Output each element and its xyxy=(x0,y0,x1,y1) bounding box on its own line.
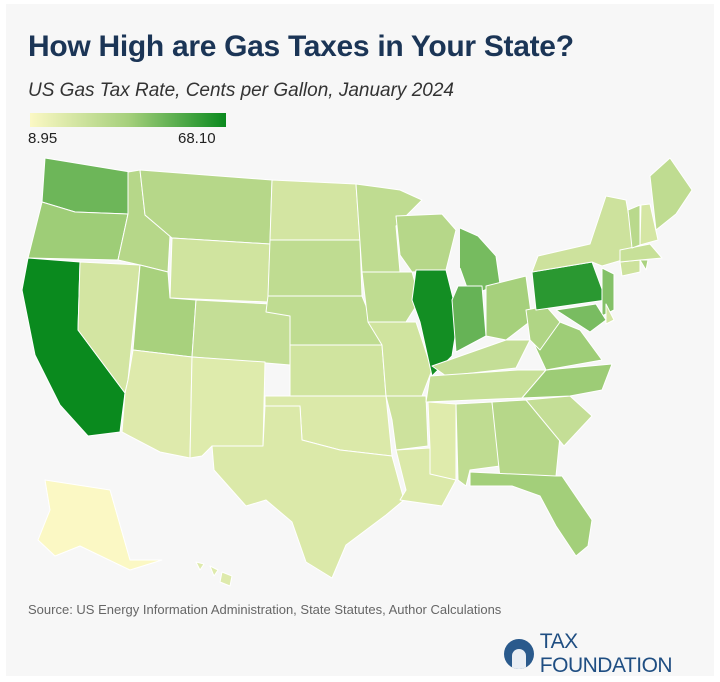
state-nc xyxy=(521,363,613,399)
state-wy xyxy=(169,237,271,303)
state-ct xyxy=(619,259,641,277)
state-sd xyxy=(267,239,363,297)
state-nj xyxy=(601,267,615,317)
state-nd xyxy=(269,179,361,241)
state-ma xyxy=(619,243,663,263)
state-in xyxy=(451,285,487,353)
source-note: Source: US Energy Information Administra… xyxy=(28,602,502,617)
subtitle: US Gas Tax Rate, Cents per Gallon, Janua… xyxy=(28,80,454,101)
legend-color-scale xyxy=(30,113,226,127)
legend-min-label: 8.95 xyxy=(28,130,58,147)
state-nh xyxy=(639,203,659,246)
state-ar xyxy=(385,395,429,451)
state-me xyxy=(649,157,693,231)
state-hi xyxy=(195,561,233,587)
state-de xyxy=(605,303,615,325)
state-nm xyxy=(189,356,266,459)
state-ia xyxy=(361,271,421,323)
capitol-dome-icon xyxy=(504,639,534,669)
state-ms xyxy=(427,401,457,481)
page-title: How High are Gas Taxes in Your State? xyxy=(28,30,574,63)
state-fl xyxy=(469,471,593,557)
state-ak xyxy=(37,479,163,571)
state-wi xyxy=(395,213,457,273)
state-sc xyxy=(525,395,593,447)
state-tx xyxy=(211,405,405,579)
legend-max-label: 68.10 xyxy=(178,130,216,147)
state-az xyxy=(121,349,193,459)
logo-text: TAX FOUNDATION xyxy=(539,630,673,677)
state-ri xyxy=(639,259,649,271)
state-ky xyxy=(431,339,531,377)
tax-foundation-logo: TAX FOUNDATION xyxy=(504,630,714,678)
state-oh xyxy=(485,275,533,341)
state-ks xyxy=(289,344,387,397)
